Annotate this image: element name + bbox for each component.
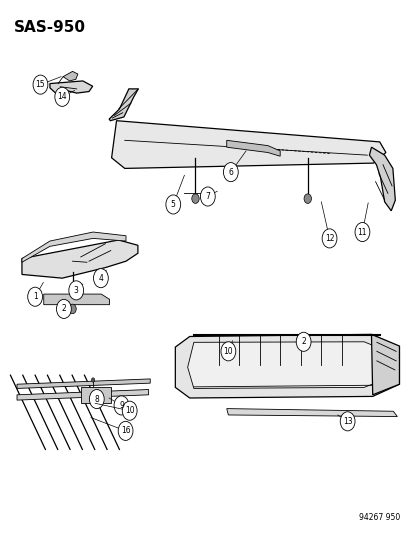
- Polygon shape: [370, 334, 399, 395]
- Polygon shape: [226, 409, 396, 417]
- Text: 15: 15: [36, 80, 45, 89]
- Circle shape: [69, 304, 76, 314]
- Circle shape: [339, 412, 354, 431]
- Text: 4: 4: [98, 273, 103, 282]
- Text: 2: 2: [62, 304, 66, 313]
- Polygon shape: [17, 390, 148, 400]
- Circle shape: [200, 187, 215, 206]
- Circle shape: [223, 163, 237, 182]
- Polygon shape: [17, 379, 150, 389]
- Polygon shape: [175, 334, 399, 398]
- Text: 2: 2: [301, 337, 305, 346]
- Circle shape: [191, 194, 199, 204]
- Text: 16: 16: [121, 426, 130, 435]
- Polygon shape: [50, 81, 93, 93]
- Circle shape: [69, 281, 83, 300]
- Text: SAS-950: SAS-950: [14, 20, 85, 35]
- Polygon shape: [44, 294, 109, 305]
- Text: 10: 10: [223, 347, 233, 356]
- Text: 11: 11: [357, 228, 366, 237]
- Text: 14: 14: [57, 92, 67, 101]
- Text: 5: 5: [171, 200, 175, 209]
- Circle shape: [118, 421, 133, 440]
- Circle shape: [55, 87, 69, 107]
- Polygon shape: [63, 71, 78, 81]
- Polygon shape: [187, 342, 392, 389]
- Circle shape: [321, 229, 336, 248]
- Polygon shape: [22, 232, 126, 262]
- Polygon shape: [226, 140, 280, 156]
- Text: 94267 950: 94267 950: [358, 513, 399, 522]
- Circle shape: [114, 396, 128, 415]
- Circle shape: [296, 332, 310, 351]
- Text: 12: 12: [324, 234, 333, 243]
- Text: 6: 6: [228, 167, 233, 176]
- Text: 1: 1: [33, 292, 38, 301]
- Text: 3: 3: [74, 286, 78, 295]
- Circle shape: [89, 390, 104, 409]
- Circle shape: [91, 378, 95, 382]
- Text: 7: 7: [205, 192, 210, 201]
- Circle shape: [166, 195, 180, 214]
- Polygon shape: [112, 120, 385, 168]
- Circle shape: [221, 342, 235, 361]
- Circle shape: [93, 269, 108, 288]
- Circle shape: [122, 401, 137, 420]
- Text: 13: 13: [342, 417, 351, 426]
- Circle shape: [56, 300, 71, 318]
- Polygon shape: [109, 89, 138, 120]
- FancyBboxPatch shape: [81, 387, 111, 403]
- Circle shape: [303, 194, 311, 204]
- Text: 8: 8: [94, 394, 99, 403]
- Polygon shape: [22, 240, 138, 278]
- Circle shape: [354, 222, 369, 241]
- Circle shape: [28, 287, 43, 306]
- Circle shape: [33, 75, 48, 94]
- Text: 9: 9: [119, 401, 123, 410]
- Text: 10: 10: [125, 406, 134, 415]
- Polygon shape: [368, 147, 394, 211]
